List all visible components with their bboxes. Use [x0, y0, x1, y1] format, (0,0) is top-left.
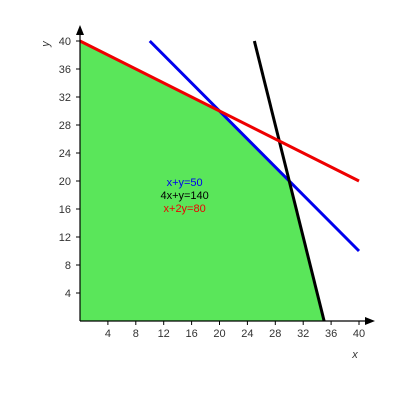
equation-label-1: x+y=50: [167, 177, 203, 189]
y-tick-label: 24: [59, 148, 71, 160]
constraint-line-1: [148, 39, 361, 253]
equation-label-3: x+2y=80: [164, 203, 206, 215]
x-tick-label: 24: [241, 328, 253, 340]
x-tick-label: 40: [353, 328, 365, 340]
y-tick-label: 12: [59, 232, 71, 244]
y-tick-label: 20: [59, 176, 71, 188]
x-tick-label: 16: [185, 328, 197, 340]
x-tick-label: 28: [269, 328, 281, 340]
lines-layer: [79, 39, 361, 322]
y-tick-label: 4: [65, 288, 71, 300]
x-tick-label: 36: [325, 328, 337, 340]
x-tick-label: 12: [158, 328, 170, 340]
x-tick-label: 4: [105, 328, 111, 340]
y-axis-title: y: [40, 40, 52, 48]
x-tick-label: 8: [133, 328, 139, 340]
y-axis-arrow: [76, 25, 84, 35]
y-tick-label: 40: [59, 36, 71, 48]
feasible-region: [80, 41, 325, 321]
x-axis-arrow: [365, 317, 375, 325]
region-layer: [80, 41, 325, 321]
axes-layer: [76, 25, 375, 325]
constraint-line-2: [252, 40, 326, 322]
x-axis-title: x: [351, 349, 358, 361]
x-tick-label: 20: [213, 328, 225, 340]
x-tick-label: 32: [297, 328, 309, 340]
y-tick-label: 36: [59, 64, 71, 76]
y-tick-label: 8: [65, 260, 71, 272]
constraint-line-3: [79, 39, 360, 183]
y-tick-label: 16: [59, 204, 71, 216]
y-tick-label: 28: [59, 120, 71, 132]
equation-label-2: 4x+y=140: [160, 190, 208, 202]
ticks-layer: 4 8 12 16 20 24 28 32 36 40 4 8 12 16 20 24 28 32 36 40: [59, 36, 365, 340]
y-tick-label: 32: [59, 92, 71, 104]
